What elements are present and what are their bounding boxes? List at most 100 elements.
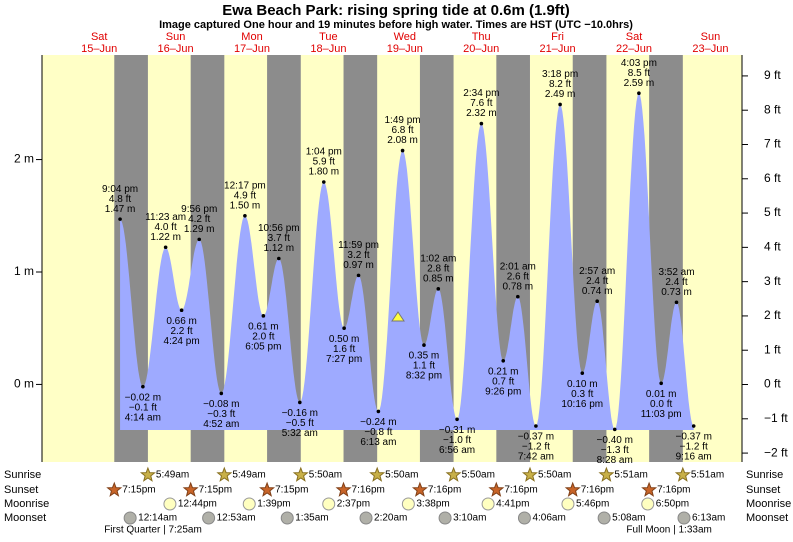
extreme-time: 2:01 am — [500, 261, 536, 272]
extreme-height-label: 1.12 m — [264, 243, 295, 254]
y2-tick-label: 1 ft — [764, 342, 781, 356]
y2-tick-label: 4 ft — [764, 240, 781, 254]
extreme-dot — [479, 121, 484, 126]
extreme-time: 9:26 pm — [485, 386, 521, 397]
day-weekday: Sat — [626, 31, 643, 43]
extreme-dot — [516, 294, 520, 299]
moonset-time: 3:10am — [453, 513, 486, 524]
extreme-dot — [436, 287, 441, 291]
day-weekday: Thu — [472, 31, 491, 43]
moonrise-time: 1:39pm — [257, 499, 290, 510]
sunset-icon — [488, 481, 505, 497]
extreme-height-label: −0.37 m — [518, 432, 554, 443]
labels: 0 m 1 m 2 m −2 ft −1 ft 0 ft 1 ft 2 ft 3 ft 4 ft 5… — [4, 31, 791, 536]
extreme-dot — [179, 308, 184, 313]
sunrise-time: 5:51am — [614, 470, 647, 481]
sunrise-icon — [521, 466, 538, 482]
sunrise-icon — [139, 466, 156, 482]
extreme-dot — [298, 400, 302, 405]
row-label: Sunrise — [4, 469, 41, 481]
sunset-icon — [259, 481, 276, 497]
moonrise-icon — [242, 497, 256, 511]
extreme-height-label: 0.97 m — [343, 260, 374, 271]
tide-area — [120, 93, 694, 430]
sunrise-icon — [598, 466, 615, 482]
extreme-time: 5:32 am — [282, 428, 318, 439]
moonrise-time: 5:46pm — [576, 499, 609, 510]
day-weekday: Sun — [166, 31, 186, 43]
y2-tick-label: 9 ft — [764, 68, 781, 82]
moonrise-time: 2:37pm — [337, 499, 370, 510]
sunrise-time: 5:51am — [691, 470, 724, 481]
moonset-icon — [280, 511, 294, 525]
day-weekday: Mon — [241, 31, 262, 43]
sunset-icon — [182, 481, 199, 497]
sunset-time: 7:16pm — [352, 485, 385, 496]
y2-tick-label: 3 ft — [764, 274, 781, 288]
extreme-feet-label: 4.8 ft — [109, 194, 131, 205]
extreme-height-label: 1.80 m — [309, 167, 340, 178]
extreme-dot — [219, 391, 224, 396]
moonrise-time: 4:41pm — [496, 499, 529, 510]
moonset-time: 5:08am — [612, 513, 645, 524]
sunset-icon — [106, 481, 123, 497]
extreme-feet-label: 8.5 ft — [628, 68, 650, 79]
sunset-icon — [564, 481, 581, 497]
moon-phase: Full Moon | 1:33am — [626, 525, 711, 536]
extreme-height-label: 0.35 m — [409, 351, 440, 362]
moonrise-time: 12:44pm — [178, 499, 217, 510]
extreme-time: 2:34 pm — [463, 88, 499, 99]
row-label: Moonset — [746, 512, 788, 524]
sunset-time: 7:15pm — [275, 485, 308, 496]
extreme-feet-label: 0.7 ft — [492, 376, 514, 387]
row-label: Moonset — [4, 512, 46, 524]
extreme-dot — [455, 417, 459, 422]
day-date: 23–Jun — [692, 43, 728, 55]
extreme-feet-label: 1.1 ft — [413, 361, 435, 372]
extreme-time: 7:42 am — [518, 452, 554, 463]
subtitle: Image captured One hour and 19 minutes b… — [159, 19, 633, 31]
extreme-height-label: 1.29 m — [184, 224, 215, 235]
extreme-height-label: 0.01 m — [646, 389, 677, 400]
extreme-time: 10:16 pm — [561, 399, 603, 410]
extreme-height-label: 0.10 m — [567, 379, 598, 390]
moonrise-icon — [401, 497, 415, 511]
y-tick-label: 2 m — [14, 152, 34, 166]
sunrise-time: 5:50am — [462, 470, 495, 481]
extreme-feet-label: 2.0 ft — [252, 331, 274, 342]
extreme-height-label: 0.85 m — [423, 273, 454, 284]
extreme-dot — [356, 273, 361, 278]
extreme-time: 4:24 pm — [164, 336, 200, 347]
day-weekday: Fri — [551, 31, 564, 43]
extreme-time: 1:49 pm — [385, 115, 421, 126]
y2-tick-label: 2 ft — [764, 308, 781, 322]
extreme-feet-label: 2.4 ft — [586, 276, 608, 287]
extreme-height-label: 2.49 m — [545, 89, 576, 100]
extreme-time: 11:03 pm — [641, 409, 682, 420]
extreme-dot — [580, 371, 585, 375]
moonset-icon — [677, 511, 691, 525]
sunrise-icon — [445, 466, 462, 482]
extreme-feet-label: 2.6 ft — [507, 271, 529, 282]
moonrise-time: 3:38pm — [416, 499, 449, 510]
extreme-dot — [277, 256, 281, 261]
extreme-dot — [400, 148, 405, 153]
moonset-icon — [123, 511, 137, 525]
moonrise-time: 6:50pm — [656, 499, 689, 510]
extreme-time: 4:52 am — [203, 419, 239, 430]
y2-tick-label: 0 ft — [764, 377, 781, 391]
extreme-time: 8:28 am — [597, 455, 633, 466]
extreme-time: 4:03 pm — [621, 58, 657, 69]
moonrise-icon — [322, 497, 336, 511]
moonset-icon — [597, 511, 611, 525]
extreme-height-label: 2.08 m — [387, 135, 418, 146]
sunset-icon — [411, 481, 428, 497]
day-date: 16–Jun — [158, 43, 194, 55]
day-date: 18–Jun — [310, 43, 346, 55]
extreme-feet-label: 6.8 ft — [391, 125, 413, 136]
extreme-height-label: 1.22 m — [150, 232, 181, 243]
moon-phase: First Quarter | 7:25am — [104, 525, 202, 536]
extreme-dot — [261, 314, 266, 318]
extreme-dot — [321, 180, 326, 184]
extreme-feet-label: −0.5 ft — [286, 418, 314, 429]
